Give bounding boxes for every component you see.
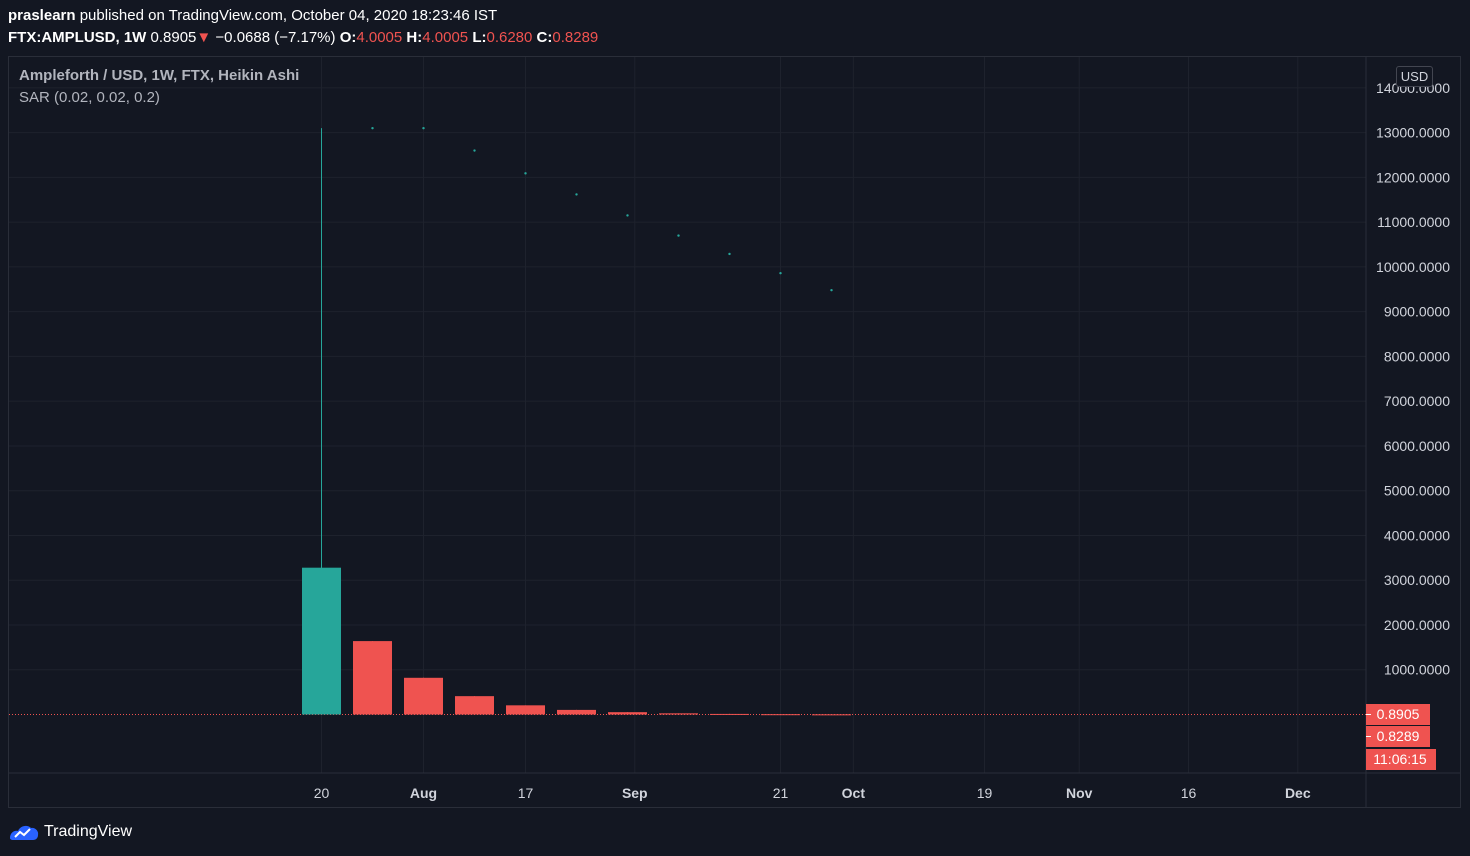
y-tick-label: 5000.0000 xyxy=(1384,483,1450,499)
published-text: published on TradingView.com, October 04… xyxy=(79,7,498,24)
candle-body xyxy=(404,677,443,715)
symbol-label: FTX:AMPLUSD, 1W xyxy=(8,29,147,46)
price-label-text: 0.8289 xyxy=(1377,728,1420,744)
down-arrow-icon: ▼ xyxy=(196,29,212,46)
price-label-bg xyxy=(1366,704,1430,725)
tradingview-logo-icon xyxy=(10,825,39,840)
x-tick-label: 19 xyxy=(977,785,993,801)
candle-body xyxy=(761,714,800,716)
chart-frame xyxy=(8,56,1461,808)
candle-body xyxy=(506,705,545,715)
x-tick-label: 20 xyxy=(314,785,330,801)
x-tick-label: Sep xyxy=(622,785,648,801)
y-tick-label: 9000.0000 xyxy=(1384,304,1450,320)
x-tick-label: Nov xyxy=(1066,785,1093,801)
sar-dot xyxy=(575,193,578,196)
y-tick-label: 4000.0000 xyxy=(1384,527,1450,543)
sar-dot xyxy=(677,234,680,237)
footer-brand[interactable]: TradingView xyxy=(8,822,132,842)
price-label-text: 11:06:15 xyxy=(1373,751,1427,767)
close-value: 0.8289 xyxy=(552,29,599,46)
x-tick-label: Oct xyxy=(842,785,866,801)
chart-legend-title[interactable]: Ampleforth / USD, 1W, FTX, Heikin Ashi xyxy=(19,67,300,84)
y-tick-label: 3000.0000 xyxy=(1384,572,1450,588)
price-label-bg xyxy=(1366,749,1436,770)
x-tick-label: 16 xyxy=(1181,785,1197,801)
candle-body xyxy=(353,641,392,715)
candles xyxy=(302,128,851,716)
indicator-legend[interactable]: SAR (0.02, 0.02, 0.2) xyxy=(19,89,160,106)
axes xyxy=(9,57,1460,807)
sar-dot xyxy=(779,271,782,275)
candle-body xyxy=(557,709,596,715)
candle-body xyxy=(812,714,851,716)
x-tick-label: 17 xyxy=(518,785,534,801)
open-label: O: xyxy=(339,29,357,46)
publish-info: praslearn published on TradingView.com, … xyxy=(8,7,497,24)
price-label-text: 0.8905 xyxy=(1377,706,1420,722)
candle-body xyxy=(659,713,698,715)
price-change: −0.0688 (−7.17%) xyxy=(215,29,336,46)
sar-dot xyxy=(830,288,833,292)
x-tick-label: Aug xyxy=(410,785,437,801)
y-tick-label: 13000.0000 xyxy=(1376,125,1450,141)
grid-lines xyxy=(9,57,1366,773)
high-value: 4.0005 xyxy=(422,29,469,46)
candle-body xyxy=(302,567,341,715)
low-value: 0.6280 xyxy=(486,29,533,46)
x-tick-label: Dec xyxy=(1285,785,1311,801)
x-tick-label: 21 xyxy=(773,785,789,801)
last-price: 0.8905 xyxy=(150,29,197,46)
open-value: 4.0005 xyxy=(356,29,403,46)
close-label: C: xyxy=(536,29,553,46)
y-tick-label: 12000.0000 xyxy=(1376,169,1450,185)
sar-dot xyxy=(422,126,425,130)
y-tick-label: 6000.0000 xyxy=(1384,438,1450,454)
y-tick-label: 11000.0000 xyxy=(1377,214,1450,230)
tick-labels: 14000.000013000.000012000.000011000.0000… xyxy=(314,80,1450,801)
high-label: H: xyxy=(406,29,423,46)
y-tick-label: 2000.0000 xyxy=(1384,617,1450,633)
sar-dot xyxy=(728,252,731,256)
candle-body xyxy=(455,696,494,715)
candle-body xyxy=(608,712,647,715)
y-tick-label: 1000.0000 xyxy=(1384,662,1450,678)
y-tick-label: 10000.0000 xyxy=(1376,259,1450,275)
price-labels: 0.8905 0.8289 11:06:15 xyxy=(1366,704,1436,770)
sar-dot xyxy=(371,126,374,130)
low-label: L: xyxy=(472,29,487,46)
publisher-name[interactable]: praslearn xyxy=(8,7,76,24)
sar-dot xyxy=(524,172,527,175)
sar-dots xyxy=(371,126,833,292)
price-label-bg xyxy=(1366,726,1430,747)
y-tick-label: 8000.0000 xyxy=(1384,348,1450,364)
candle-body xyxy=(710,713,749,715)
sar-dot xyxy=(473,149,476,152)
symbol-info: FTX:AMPLUSD, 1W 0.8905▼ −0.0688 (−7.17%)… xyxy=(8,29,598,46)
sar-dot xyxy=(626,214,629,217)
footer-brand-text: TradingView xyxy=(44,823,133,840)
currency-button[interactable]: USD xyxy=(1396,66,1433,87)
y-tick-label: 7000.0000 xyxy=(1384,393,1450,409)
